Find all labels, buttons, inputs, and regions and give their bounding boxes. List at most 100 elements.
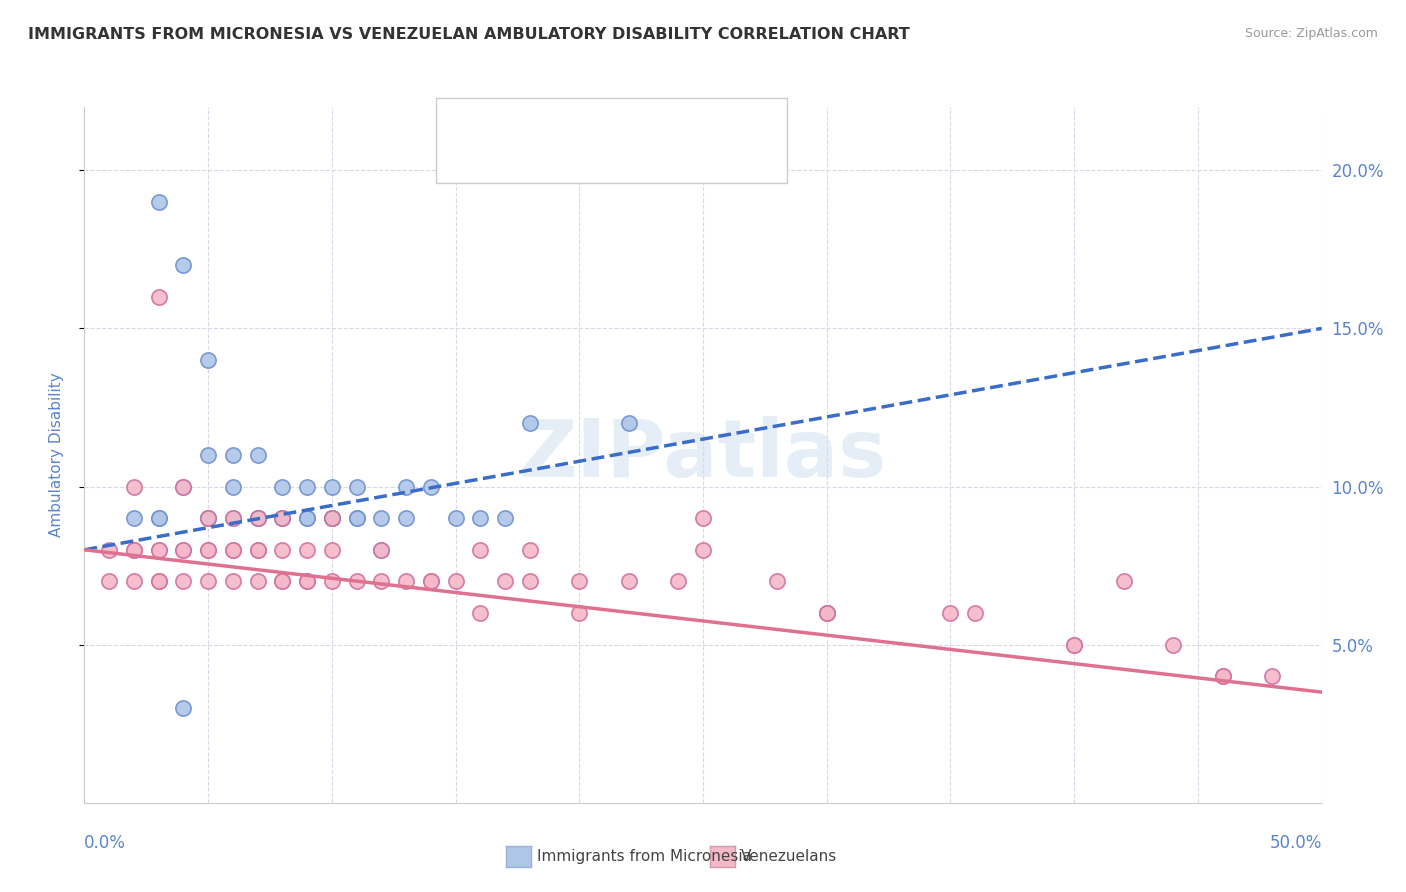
Point bbox=[271, 479, 294, 493]
Point bbox=[321, 511, 343, 525]
Point bbox=[617, 417, 640, 431]
Point bbox=[148, 574, 170, 589]
Point bbox=[370, 542, 392, 557]
Point bbox=[246, 511, 269, 525]
Point bbox=[172, 542, 194, 557]
Point bbox=[98, 574, 121, 589]
Point bbox=[470, 606, 492, 620]
Point bbox=[172, 258, 194, 272]
Point bbox=[197, 542, 219, 557]
Point bbox=[271, 511, 294, 525]
Point bbox=[295, 542, 318, 557]
Point bbox=[122, 542, 145, 557]
Point bbox=[370, 542, 392, 557]
Text: Immigrants from Micronesia: Immigrants from Micronesia bbox=[537, 849, 752, 863]
Point bbox=[1112, 574, 1135, 589]
Point bbox=[395, 511, 418, 525]
Point bbox=[1063, 638, 1085, 652]
Point bbox=[568, 606, 591, 620]
Point bbox=[295, 511, 318, 525]
Point bbox=[346, 511, 368, 525]
Text: R = -0.235: R = -0.235 bbox=[489, 147, 583, 165]
Text: Venezuelans: Venezuelans bbox=[741, 849, 837, 863]
Point bbox=[98, 542, 121, 557]
Point bbox=[419, 479, 441, 493]
Point bbox=[222, 479, 245, 493]
Point bbox=[346, 574, 368, 589]
Point bbox=[172, 479, 194, 493]
Point bbox=[122, 479, 145, 493]
Point bbox=[122, 542, 145, 557]
Point bbox=[172, 701, 194, 715]
Point bbox=[122, 511, 145, 525]
Point bbox=[148, 542, 170, 557]
Point bbox=[470, 511, 492, 525]
Point bbox=[172, 479, 194, 493]
Point bbox=[692, 542, 714, 557]
Point bbox=[148, 511, 170, 525]
Point bbox=[519, 542, 541, 557]
Point bbox=[246, 542, 269, 557]
Point bbox=[815, 606, 838, 620]
Point bbox=[295, 479, 318, 493]
Point bbox=[666, 574, 689, 589]
Point bbox=[271, 574, 294, 589]
Point bbox=[321, 479, 343, 493]
Point bbox=[222, 574, 245, 589]
Point bbox=[395, 574, 418, 589]
Point bbox=[692, 511, 714, 525]
Point bbox=[246, 574, 269, 589]
Point bbox=[148, 290, 170, 304]
Text: 0.0%: 0.0% bbox=[84, 834, 127, 852]
Point bbox=[444, 574, 467, 589]
Point bbox=[148, 511, 170, 525]
Point bbox=[197, 542, 219, 557]
Text: ZIPatlas: ZIPatlas bbox=[519, 416, 887, 494]
Point bbox=[370, 574, 392, 589]
Point bbox=[246, 448, 269, 462]
Point bbox=[321, 542, 343, 557]
Point bbox=[197, 353, 219, 368]
Point bbox=[470, 542, 492, 557]
Point bbox=[1212, 669, 1234, 683]
Point bbox=[321, 511, 343, 525]
Point bbox=[222, 542, 245, 557]
Point bbox=[1261, 669, 1284, 683]
Point bbox=[1063, 638, 1085, 652]
Point bbox=[494, 574, 516, 589]
Point bbox=[965, 606, 987, 620]
Y-axis label: Ambulatory Disability: Ambulatory Disability bbox=[49, 373, 63, 537]
Point bbox=[766, 574, 789, 589]
Point bbox=[370, 511, 392, 525]
Point bbox=[419, 574, 441, 589]
Point bbox=[148, 194, 170, 209]
Point bbox=[444, 511, 467, 525]
Point bbox=[197, 574, 219, 589]
Point bbox=[122, 574, 145, 589]
Text: R =  0.281: R = 0.281 bbox=[489, 115, 582, 133]
Point bbox=[197, 511, 219, 525]
Text: N = 68: N = 68 bbox=[661, 147, 721, 165]
Point bbox=[321, 511, 343, 525]
Point bbox=[246, 511, 269, 525]
Point bbox=[617, 574, 640, 589]
Point bbox=[815, 606, 838, 620]
Point bbox=[419, 574, 441, 589]
Point bbox=[939, 606, 962, 620]
Point bbox=[295, 574, 318, 589]
Point bbox=[295, 574, 318, 589]
Point bbox=[148, 574, 170, 589]
Point bbox=[295, 511, 318, 525]
Point bbox=[246, 542, 269, 557]
Point bbox=[271, 542, 294, 557]
Point bbox=[519, 574, 541, 589]
Point bbox=[271, 511, 294, 525]
Point bbox=[172, 542, 194, 557]
Point bbox=[148, 542, 170, 557]
Point bbox=[222, 511, 245, 525]
Text: 50.0%: 50.0% bbox=[1270, 834, 1322, 852]
Point bbox=[1212, 669, 1234, 683]
Point bbox=[1161, 638, 1184, 652]
Point bbox=[568, 574, 591, 589]
Text: Source: ZipAtlas.com: Source: ZipAtlas.com bbox=[1244, 27, 1378, 40]
